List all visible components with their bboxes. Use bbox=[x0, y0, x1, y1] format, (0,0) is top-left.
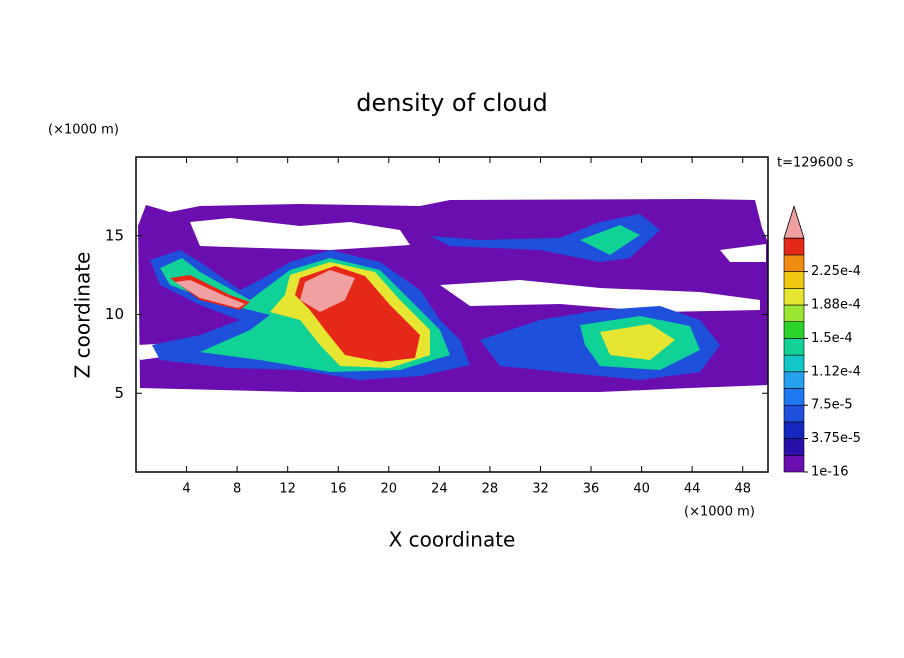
colorbar-box bbox=[783, 338, 805, 356]
colorbar-box bbox=[783, 321, 805, 339]
x-tick-label: 40 bbox=[633, 482, 650, 497]
colorbar-label: 1.88e-4 bbox=[811, 298, 861, 313]
x-tick-label: 32 bbox=[532, 482, 549, 497]
colorbar-label: 1.12e-4 bbox=[811, 364, 861, 379]
y-axis-title: Z coordinate bbox=[71, 252, 95, 379]
colorbar-label: 7.5e-5 bbox=[811, 398, 853, 413]
colorbar-label: 3.75e-5 bbox=[811, 431, 861, 446]
colorbar-label: 2.25e-4 bbox=[811, 264, 861, 279]
x-tick-label: 48 bbox=[734, 482, 751, 497]
colorbar-label: 1.5e-4 bbox=[811, 331, 853, 346]
colorbar-box bbox=[783, 354, 805, 373]
colorbar-box bbox=[783, 421, 805, 439]
colorbar-box bbox=[783, 271, 805, 289]
x-tick-label: 24 bbox=[431, 482, 448, 497]
x-axis-title: X coordinate bbox=[389, 528, 516, 552]
x-tick-label: 8 bbox=[233, 482, 241, 497]
x-tick-label: 4 bbox=[182, 482, 190, 497]
colorbar-box bbox=[783, 304, 805, 323]
y-tick-label: 15 bbox=[105, 226, 124, 244]
field-region bbox=[580, 225, 640, 255]
colorbar-box bbox=[783, 438, 805, 456]
field-gap bbox=[190, 218, 410, 250]
y-tick-label: 10 bbox=[105, 305, 124, 323]
time-label: t=129600 s bbox=[777, 156, 854, 171]
y-unit: (×1000 m) bbox=[48, 123, 119, 138]
field-region bbox=[300, 270, 355, 312]
colorbar-box bbox=[783, 254, 805, 272]
x-tick-label: 20 bbox=[381, 482, 398, 497]
x-tick-label: 28 bbox=[482, 482, 499, 497]
colorbar-box bbox=[783, 237, 805, 256]
colorbar-box bbox=[783, 287, 805, 306]
chart-title: density of cloud bbox=[356, 89, 547, 117]
colorbar-box bbox=[783, 371, 805, 389]
x-tick-label: 36 bbox=[583, 482, 600, 497]
colorbar-label: 1e-16 bbox=[811, 465, 849, 480]
field-region bbox=[175, 280, 245, 308]
x-tick-label: 12 bbox=[279, 482, 296, 497]
x-tick-label: 44 bbox=[684, 482, 701, 497]
field-gap bbox=[440, 280, 760, 312]
field-region bbox=[600, 324, 675, 360]
x-unit: (×1000 m) bbox=[684, 505, 755, 520]
colorbar-box bbox=[783, 388, 805, 406]
y-tick-label: 5 bbox=[114, 384, 124, 402]
colorbar-box bbox=[783, 404, 805, 423]
field-gap bbox=[720, 244, 766, 262]
x-tick-label: 16 bbox=[330, 482, 347, 497]
colorbar-box bbox=[783, 454, 805, 473]
contour-field bbox=[138, 199, 768, 392]
colorbar-extend bbox=[783, 204, 805, 239]
